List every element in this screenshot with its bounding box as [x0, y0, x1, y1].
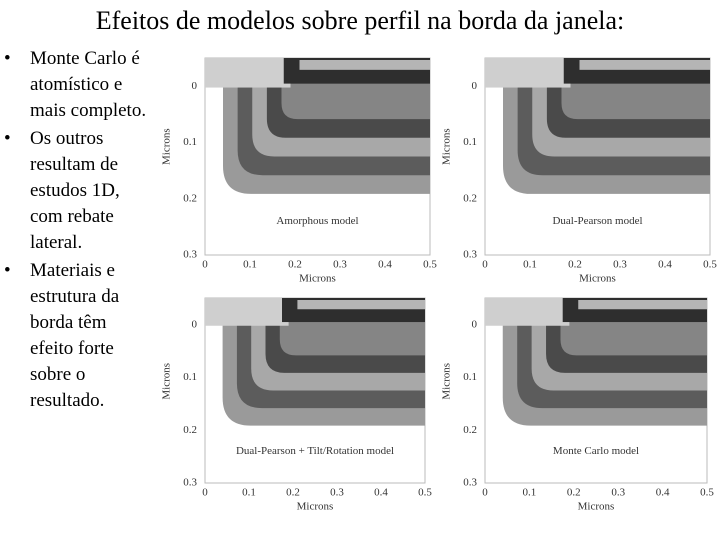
contour-region [279, 322, 425, 356]
model-label: Amorphous model [276, 215, 358, 227]
y-tick-label: 0.2 [463, 192, 477, 204]
x-tick-label: 0 [202, 487, 208, 499]
y-tick-label: 0.3 [463, 477, 477, 489]
x-tick-label: 0.1 [242, 487, 256, 499]
bullet: Materiais e estrutura da borda têm efeit… [0, 258, 148, 414]
x-tick-label: 0.1 [523, 259, 537, 271]
x-tick-label: 0.3 [611, 487, 625, 499]
contour-region [560, 322, 707, 356]
x-tick-label: 0.5 [423, 259, 437, 271]
contour-region [561, 83, 710, 120]
y-axis-title: Microns [441, 128, 453, 165]
x-tick-label: 0.4 [374, 487, 388, 499]
x-axis-title: Microns [579, 273, 616, 285]
y-tick-label: 0.1 [463, 136, 477, 148]
bullet-list: Monte Carlo é atomístico e mais completo… [0, 46, 148, 416]
y-tick-label: 0.1 [463, 371, 477, 383]
slide-title: Efeitos de modelos sobre perfil na borda… [95, 6, 625, 35]
x-tick-label: 0.2 [286, 487, 300, 499]
x-tick-label: 0.5 [700, 487, 714, 499]
x-axis-title: Microns [299, 273, 336, 285]
mask-inner [578, 300, 707, 310]
x-tick-label: 0.4 [378, 259, 392, 271]
y-tick-label: 0 [192, 318, 198, 330]
x-axis-title: Microns [297, 501, 334, 513]
y-axis-title: Microns [161, 128, 173, 165]
x-tick-label: 0.5 [418, 487, 432, 499]
mask-inner [579, 60, 710, 70]
x-axis-title: Microns [578, 501, 615, 513]
oxide-region [485, 298, 570, 326]
y-tick-label: 0.3 [183, 249, 197, 261]
model-label: Dual-Pearson + Tilt/Rotation model [236, 445, 394, 457]
x-tick-label: 0.3 [333, 259, 347, 271]
x-tick-label: 0.2 [567, 487, 581, 499]
model-label: Dual-Pearson model [552, 215, 642, 227]
x-tick-label: 0.2 [288, 259, 302, 271]
y-tick-label: 0 [472, 80, 478, 92]
contour-region [281, 83, 430, 120]
y-tick-label: 0.2 [183, 424, 197, 436]
x-tick-label: 0.2 [568, 259, 582, 271]
y-axis-title: Microns [161, 363, 173, 400]
y-tick-label: 0 [192, 80, 198, 92]
x-tick-label: 0.1 [523, 487, 537, 499]
model-label: Monte Carlo model [553, 445, 639, 457]
x-tick-label: 0.5 [703, 259, 717, 271]
mask-inner [297, 300, 425, 310]
bullet: Monte Carlo é atomístico e mais completo… [0, 46, 148, 124]
y-tick-label: 0 [472, 318, 478, 330]
x-tick-label: 0 [482, 487, 488, 499]
y-tick-label: 0.1 [183, 136, 197, 148]
x-tick-label: 0.3 [330, 487, 344, 499]
y-tick-label: 0.3 [463, 249, 477, 261]
bullet: Os outros resultam de estudos 1D, com re… [0, 126, 148, 256]
y-axis-title: Microns [441, 363, 453, 400]
y-tick-label: 0.1 [183, 371, 197, 383]
x-tick-label: 0 [482, 259, 488, 271]
oxide-region [485, 58, 571, 88]
x-tick-label: 0.4 [656, 487, 670, 499]
x-tick-label: 0.3 [613, 259, 627, 271]
oxide-region [205, 58, 291, 88]
x-tick-label: 0.1 [243, 259, 257, 271]
x-tick-label: 0.4 [658, 259, 672, 271]
y-tick-label: 0.3 [183, 477, 197, 489]
x-tick-label: 0 [202, 259, 208, 271]
y-tick-label: 0.2 [183, 192, 197, 204]
figure: 0 0.1 0.2 0.3 0 0.1 0.2 0.3 0.4 0.5 Microns Microns… [161, 57, 717, 513]
mask-inner [299, 60, 430, 70]
oxide-region [205, 298, 289, 326]
y-tick-label: 0.2 [463, 424, 477, 436]
